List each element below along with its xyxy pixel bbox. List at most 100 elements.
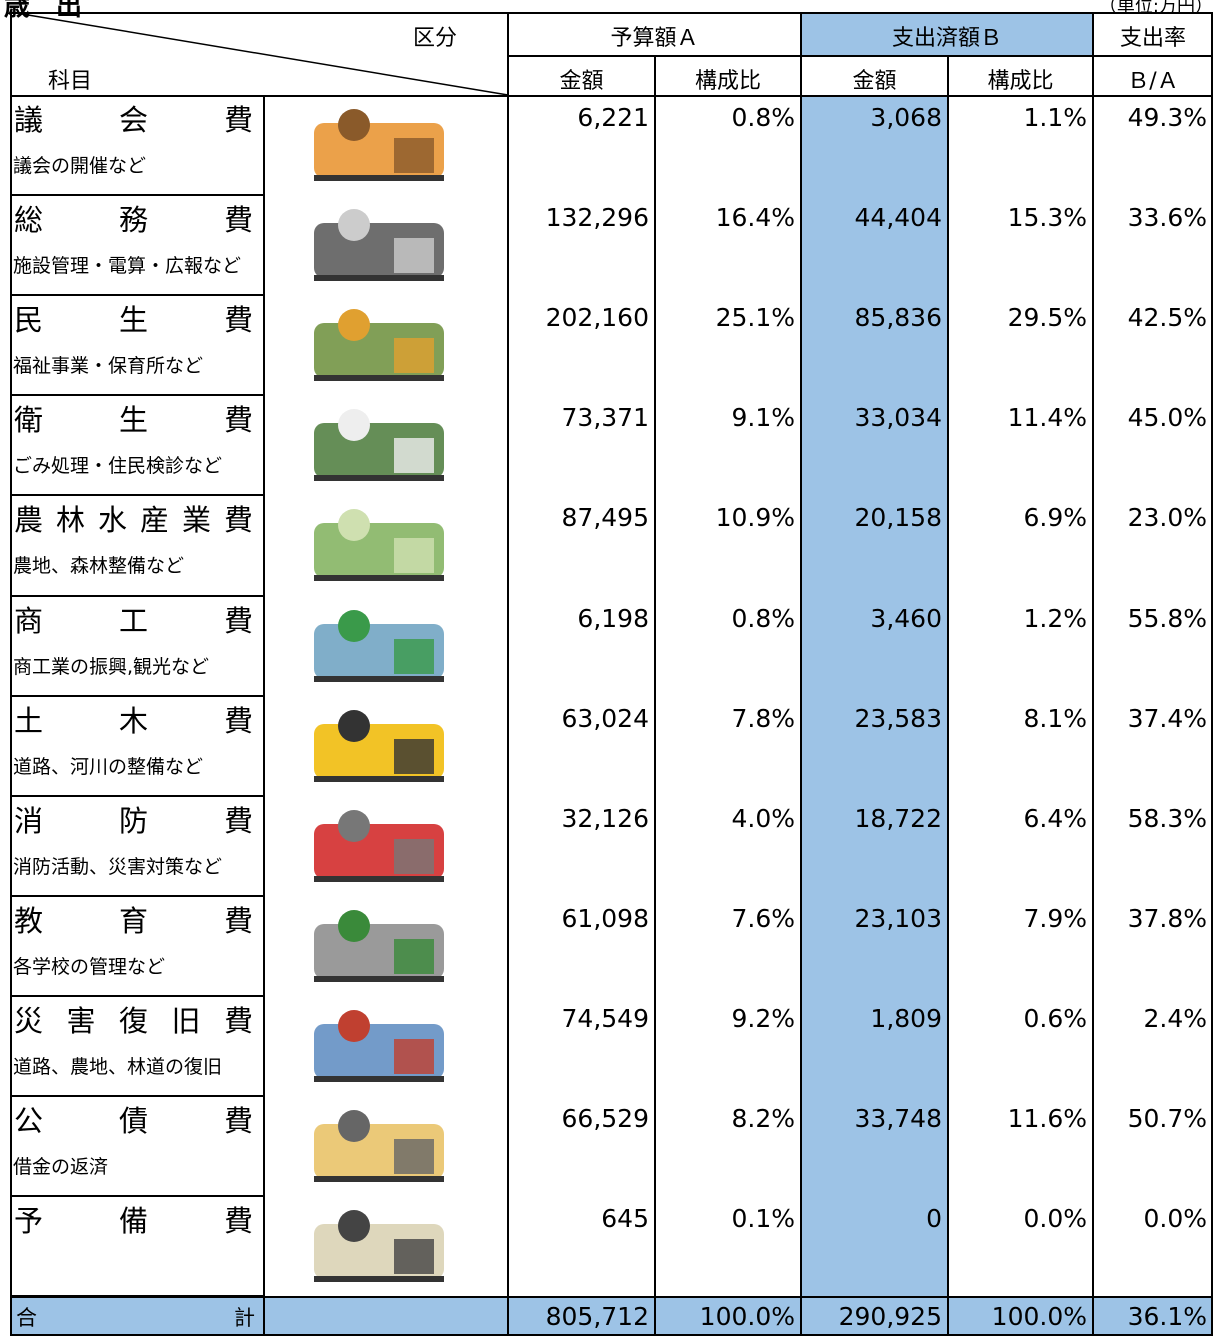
amount: 18,722	[854, 803, 942, 833]
item-name: 公債費	[14, 1104, 253, 1138]
illustration	[314, 1009, 444, 1082]
illustration	[314, 209, 444, 282]
amount: 33,034	[854, 403, 942, 433]
total-name: 合計	[16, 1306, 255, 1331]
ratio: 9.1%	[731, 403, 795, 433]
amount: 63,024	[561, 703, 649, 733]
amount: 49.3%	[1127, 103, 1207, 132]
illustration	[314, 1210, 444, 1283]
total-value: 100.0%	[699, 1302, 795, 1332]
budget-header: 予算額Ａ	[610, 26, 699, 51]
illustration	[314, 1110, 444, 1182]
row-line	[10, 1195, 263, 1198]
illustration	[314, 509, 444, 582]
border	[1092, 12, 1094, 1336]
item-name: 災害復旧費	[14, 1003, 253, 1038]
border	[947, 55, 949, 1336]
amount: 3,068	[870, 103, 942, 132]
subheader: 構成比	[987, 69, 1054, 94]
ratio: 0.8%	[731, 103, 795, 132]
ratio: 1.1%	[1023, 103, 1087, 132]
row-line	[10, 394, 263, 397]
ratio: 25.1%	[715, 303, 795, 333]
item-name: 議会費	[14, 103, 253, 137]
item-name: 土木費	[14, 703, 253, 738]
amount: 6,198	[577, 603, 649, 633]
total-row-bg	[10, 1296, 1213, 1336]
ratio: 7.8%	[731, 703, 795, 733]
item-desc: 各学校の管理など	[13, 955, 166, 978]
illustration	[314, 609, 444, 682]
ratio: 8.1%	[1023, 703, 1087, 733]
border	[507, 12, 509, 1336]
border	[10, 12, 1213, 14]
amount: 50.7%	[1127, 1104, 1207, 1133]
subheader: 金額	[852, 69, 897, 94]
amount: 58.3%	[1127, 803, 1207, 833]
amount: 2.4%	[1143, 1003, 1207, 1033]
ratio: 16.4%	[715, 203, 795, 233]
item-name: 予備費	[14, 1204, 253, 1239]
border	[508, 55, 1213, 57]
amount: 42.5%	[1127, 303, 1207, 333]
amount: 3,460	[870, 603, 942, 633]
border	[1211, 12, 1213, 1336]
ratio: 15.3%	[1007, 203, 1087, 233]
amount: 0.0%	[1143, 1204, 1207, 1234]
item-desc: 消防活動、災害対策など	[13, 855, 223, 878]
amount: 6,221	[577, 103, 649, 132]
ratio: 0.8%	[731, 603, 795, 633]
amount: 61,098	[561, 903, 649, 933]
item-desc: 道路、農地、林道の復旧	[13, 1055, 223, 1078]
amount: 33.6%	[1127, 203, 1207, 233]
ratio: 0.1%	[731, 1204, 795, 1234]
diagonal	[9, 11, 509, 96]
item-desc: 道路、河川の整備など	[13, 755, 204, 778]
subheader: 構成比	[694, 69, 761, 94]
ratio: 11.6%	[1007, 1104, 1087, 1133]
amount: 74,549	[561, 1003, 649, 1033]
row-line	[10, 494, 263, 497]
total-value: 100.0%	[991, 1302, 1087, 1332]
amount: 20,158	[854, 503, 942, 533]
spent-header-bg	[801, 12, 1093, 55]
border	[10, 12, 12, 1336]
item-desc: 議会の開催など	[13, 155, 147, 177]
amount: 87,495	[561, 503, 649, 533]
row-line	[10, 1095, 263, 1097]
border	[654, 55, 656, 1336]
rate-header: 支出率	[1119, 26, 1186, 51]
item-desc: ごみ処理・住民検診など	[13, 455, 223, 478]
ratio: 9.2%	[731, 1003, 795, 1033]
ratio: 7.9%	[1023, 903, 1087, 933]
ratio: 6.4%	[1023, 803, 1087, 833]
item-desc: 商工業の振興,観光など	[13, 655, 210, 678]
row-line	[10, 594, 263, 597]
ratio: 6.9%	[1023, 503, 1087, 533]
item-name: 消防費	[14, 803, 253, 838]
row-line	[10, 294, 263, 297]
item-name: 商工費	[14, 603, 253, 638]
corner-bottom: 科目	[47, 69, 92, 94]
ratio: 4.0%	[731, 803, 795, 833]
row-line	[10, 694, 263, 697]
item-name: 民生費	[14, 303, 253, 338]
ratio: 7.6%	[731, 903, 795, 933]
amount: 45.0%	[1127, 403, 1207, 433]
border	[10, 1334, 1213, 1336]
ratio: 0.0%	[1023, 1204, 1087, 1234]
total-value: 290,925	[838, 1302, 942, 1332]
ratio: 1.2%	[1023, 603, 1087, 633]
title: 歳 出	[4, 0, 83, 22]
total-value: 36.1%	[1127, 1302, 1207, 1332]
item-name: 農林水産業費	[14, 503, 253, 538]
item-name: 衛生費	[14, 403, 253, 438]
subheader: 金額	[559, 69, 604, 94]
amount: 23.0%	[1127, 503, 1207, 533]
border	[10, 95, 1213, 97]
amount: 55.8%	[1127, 603, 1207, 633]
amount: 37.4%	[1127, 703, 1207, 733]
item-name: 教育費	[14, 903, 253, 938]
item-desc: 借金の返済	[13, 1156, 109, 1178]
